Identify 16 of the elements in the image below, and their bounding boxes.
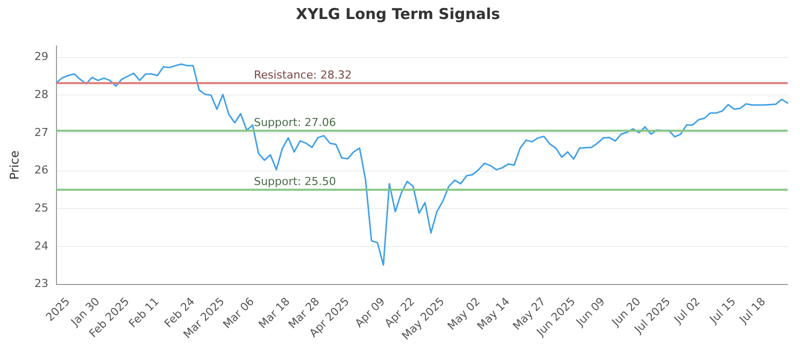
y-tick-label: 26: [34, 164, 48, 177]
y-tick-label: 27: [34, 126, 48, 139]
ref-line-label: Support: 25.50: [254, 175, 336, 188]
chart-title: XYLG Long Term Signals: [296, 4, 500, 23]
ref-line-label: Resistance: 28.32: [254, 68, 352, 82]
y-axis-title: Price: [7, 150, 22, 180]
y-tick-label: 24: [34, 239, 48, 252]
y-tick-label: 25: [34, 202, 48, 215]
x-tick-label: Jul 15: [706, 294, 738, 327]
ref-line-label: Support: 27.06: [254, 116, 336, 130]
x-tick-label: Jul 18: [736, 294, 768, 327]
x-tick-label: Jul 02: [670, 294, 703, 327]
y-tick-label: 23: [34, 277, 48, 290]
y-tick-label: 29: [34, 50, 48, 64]
x-tick-label: Jun 09: [573, 294, 608, 330]
y-tick-label: 28: [34, 88, 48, 102]
